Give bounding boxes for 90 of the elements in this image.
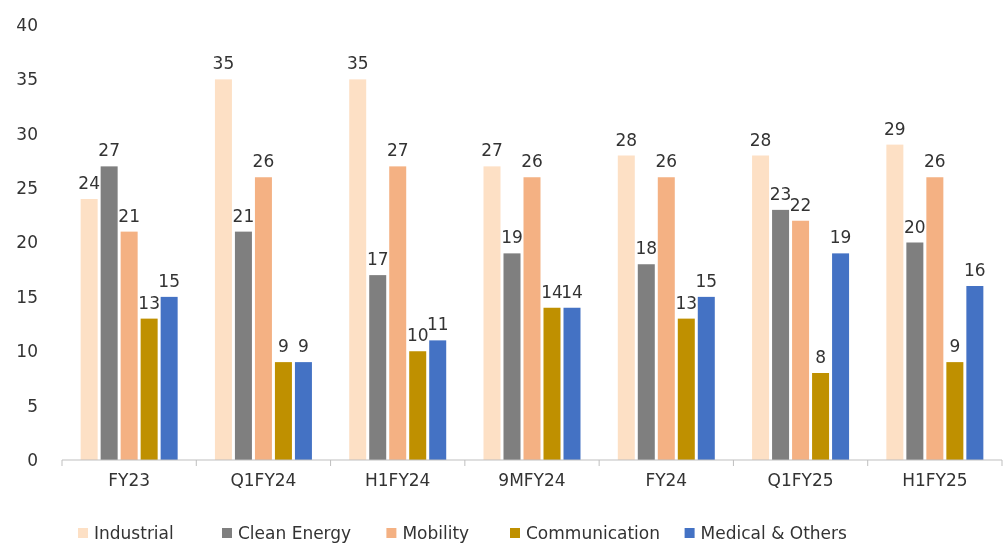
y-tick-label: 20 bbox=[16, 232, 38, 253]
bar bbox=[80, 199, 98, 460]
data-label: 18 bbox=[635, 238, 658, 259]
y-tick-label: 10 bbox=[16, 341, 38, 362]
bar bbox=[697, 296, 715, 460]
bar bbox=[120, 231, 138, 460]
bar bbox=[563, 307, 581, 460]
data-label: 19 bbox=[829, 227, 852, 248]
data-label: 15 bbox=[695, 270, 718, 291]
x-tick-label: Q1FY25 bbox=[767, 470, 834, 490]
bar bbox=[100, 166, 118, 460]
bar bbox=[637, 264, 655, 460]
y-tick-label: 25 bbox=[16, 178, 38, 199]
y-tick-label: 5 bbox=[27, 395, 38, 416]
data-label: 27 bbox=[481, 140, 503, 161]
bar bbox=[617, 155, 635, 460]
x-tick-label: FY23 bbox=[108, 470, 151, 490]
legend-label: Industrial bbox=[94, 522, 174, 543]
legend-label: Mobility bbox=[402, 522, 470, 543]
y-tick-label: 40 bbox=[16, 14, 38, 35]
data-label: 28 bbox=[749, 129, 772, 150]
data-label: 14 bbox=[541, 281, 563, 302]
x-tick-label: Q1FY24 bbox=[230, 470, 297, 490]
data-label: 9 bbox=[949, 336, 961, 357]
bar bbox=[792, 220, 810, 460]
bar bbox=[369, 275, 387, 460]
bar bbox=[503, 253, 521, 460]
bar bbox=[389, 166, 407, 460]
legend-label: Communication bbox=[526, 522, 660, 543]
bar bbox=[752, 155, 770, 460]
bar bbox=[523, 177, 541, 460]
data-label: 24 bbox=[78, 173, 100, 193]
data-label: 28 bbox=[615, 129, 638, 150]
bar bbox=[483, 166, 501, 460]
bar bbox=[812, 373, 830, 460]
data-label: 17 bbox=[366, 249, 389, 270]
bar bbox=[294, 362, 312, 460]
data-label: 8 bbox=[815, 347, 826, 367]
data-label: 16 bbox=[964, 260, 986, 280]
bar bbox=[886, 144, 904, 460]
y-tick-label: 30 bbox=[16, 123, 38, 144]
y-tick-label: 35 bbox=[16, 69, 38, 90]
bar bbox=[946, 362, 964, 460]
bar bbox=[906, 242, 924, 460]
bar bbox=[234, 231, 252, 460]
data-label: 9 bbox=[298, 336, 309, 357]
bar bbox=[214, 79, 232, 460]
data-label: 21 bbox=[232, 205, 255, 226]
x-tick-label: 9MFY24 bbox=[498, 470, 566, 490]
data-label: 26 bbox=[655, 151, 678, 172]
x-tick-label: H1FY24 bbox=[365, 470, 431, 490]
data-label: 15 bbox=[158, 270, 180, 291]
data-label: 21 bbox=[118, 205, 140, 226]
bar bbox=[429, 340, 447, 460]
bar bbox=[926, 177, 944, 460]
data-label: 35 bbox=[212, 53, 235, 74]
y-tick-label: 0 bbox=[27, 449, 38, 470]
data-label: 10 bbox=[406, 325, 429, 346]
data-label: 13 bbox=[675, 292, 698, 313]
bar bbox=[349, 79, 367, 460]
data-label: 29 bbox=[884, 118, 906, 139]
bar bbox=[832, 253, 850, 460]
data-label: 20 bbox=[904, 216, 926, 237]
data-label: 13 bbox=[138, 292, 160, 313]
x-tick-label: FY24 bbox=[645, 470, 688, 490]
bar bbox=[254, 177, 272, 460]
data-label: 23 bbox=[769, 183, 792, 204]
y-tick-label: 15 bbox=[16, 286, 38, 307]
legend-label: Clean Energy bbox=[238, 522, 352, 543]
data-label: 27 bbox=[98, 140, 120, 161]
bar bbox=[657, 177, 675, 460]
bar bbox=[966, 286, 984, 460]
bar bbox=[160, 296, 178, 460]
bar bbox=[543, 307, 561, 460]
data-label: 19 bbox=[501, 227, 523, 248]
data-label: 27 bbox=[386, 140, 409, 161]
data-label: 26 bbox=[521, 151, 543, 172]
bar bbox=[772, 209, 790, 460]
data-label: 26 bbox=[252, 151, 275, 172]
bar bbox=[140, 318, 158, 460]
bar bbox=[274, 362, 292, 460]
data-label: 26 bbox=[924, 151, 946, 172]
data-label: 35 bbox=[346, 53, 369, 74]
bar bbox=[677, 318, 695, 460]
x-tick-label: H1FY25 bbox=[902, 470, 968, 490]
bar bbox=[409, 351, 427, 460]
data-label: 14 bbox=[561, 281, 583, 302]
legend-label: Medical & Others bbox=[700, 522, 848, 543]
data-label: 22 bbox=[789, 194, 812, 215]
data-label: 9 bbox=[278, 336, 289, 357]
